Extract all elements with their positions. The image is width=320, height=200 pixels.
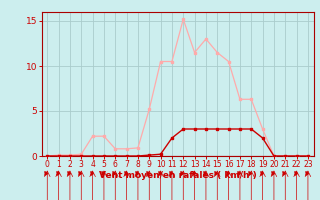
X-axis label: Vent moyen/en rafales ( km/h ): Vent moyen/en rafales ( km/h ) — [99, 171, 256, 180]
